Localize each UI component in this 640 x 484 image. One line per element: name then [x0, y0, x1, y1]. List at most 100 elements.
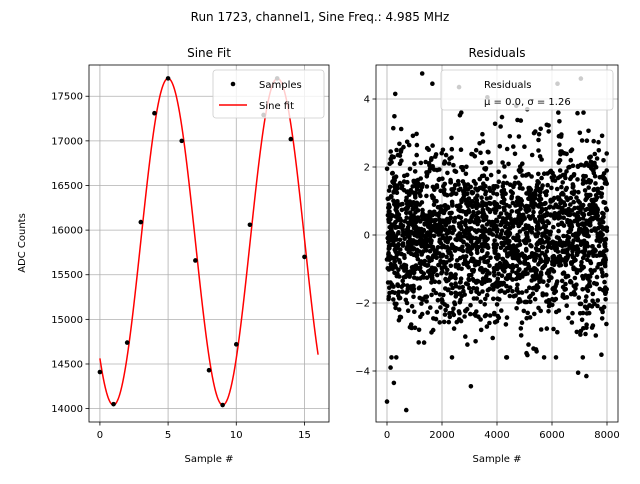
residual-point — [524, 191, 529, 196]
residual-point — [473, 236, 479, 241]
residual-point — [601, 158, 606, 163]
residual-point — [492, 121, 498, 127]
residual-point — [560, 240, 566, 246]
residual-point — [496, 169, 501, 175]
residual-point — [389, 355, 394, 360]
residual-point — [603, 297, 608, 302]
residual-point — [453, 281, 458, 286]
residual-point — [514, 306, 519, 311]
residual-point — [392, 114, 397, 119]
residual-point — [400, 289, 405, 294]
residual-point — [474, 229, 479, 235]
residual-point — [595, 186, 600, 192]
residual-point — [563, 274, 569, 280]
residual-point — [557, 210, 562, 215]
residual-point — [391, 284, 396, 289]
residual-point — [582, 229, 587, 234]
residual-point — [494, 302, 500, 307]
residual-point — [413, 228, 419, 234]
residual-point — [419, 269, 424, 275]
residual-point — [539, 244, 545, 250]
residual-point — [563, 187, 569, 193]
residual-point — [510, 200, 516, 206]
residual-point — [584, 240, 590, 246]
legend-samples-label: Samples — [259, 80, 302, 91]
residual-point — [404, 189, 410, 195]
residual-point — [531, 130, 537, 136]
residual-point — [510, 269, 515, 274]
residual-point — [434, 255, 439, 260]
residual-point — [412, 205, 418, 211]
residual-point — [453, 191, 459, 197]
residual-point — [556, 228, 561, 234]
residual-point — [462, 292, 468, 297]
legend-sine-fit-label: Sine fit — [259, 101, 294, 112]
residual-point — [515, 248, 520, 254]
residual-point — [407, 166, 413, 172]
residual-point — [407, 233, 412, 239]
residual-point — [571, 173, 577, 178]
residual-point — [411, 289, 416, 294]
residual-point — [586, 128, 591, 134]
residual-point — [517, 267, 522, 272]
residual-point — [431, 202, 437, 207]
residual-point — [594, 281, 599, 287]
residual-point — [587, 220, 593, 225]
residual-point — [497, 297, 502, 302]
residual-point — [480, 139, 486, 144]
sample-point — [193, 258, 198, 263]
residual-point — [447, 156, 452, 161]
residual-point — [529, 152, 535, 158]
residual-point — [397, 216, 403, 221]
residual-point — [451, 162, 456, 168]
residual-point — [396, 296, 402, 301]
residual-point — [439, 297, 445, 302]
residual-point — [592, 187, 597, 192]
residual-point — [389, 154, 395, 159]
residual-point — [544, 122, 550, 128]
residual-point — [562, 248, 567, 254]
residual-point — [423, 217, 429, 222]
residual-point — [396, 289, 402, 295]
residual-point — [423, 294, 428, 300]
residual-point — [547, 204, 553, 209]
residual-point — [519, 320, 525, 326]
residuals-ticks: 0 2000 4000 6000 8000 −4 −2 0 2 4 — [355, 95, 619, 442]
sine-fit-ytick-label: 16000 — [51, 226, 83, 237]
residual-point — [546, 309, 551, 314]
residual-point — [487, 209, 493, 215]
residual-point — [523, 299, 528, 305]
residual-point — [413, 263, 419, 268]
residual-point — [508, 216, 513, 221]
residual-point — [498, 245, 504, 250]
residual-point — [445, 170, 450, 176]
residual-point — [424, 184, 430, 189]
residual-point — [551, 224, 556, 230]
residual-point — [553, 355, 559, 360]
residual-point — [580, 287, 585, 292]
residual-point — [384, 166, 390, 172]
residual-point — [531, 209, 536, 215]
residual-point — [517, 229, 523, 234]
residual-point — [388, 149, 394, 154]
residual-point — [401, 262, 407, 268]
residual-point — [512, 181, 517, 187]
residual-point — [575, 164, 581, 169]
residual-point — [533, 255, 538, 261]
legend-residuals-label: Residuals — [484, 80, 531, 91]
residual-point — [410, 219, 416, 225]
residual-point — [540, 265, 546, 271]
residual-point — [509, 194, 515, 199]
residual-point — [471, 267, 477, 273]
residual-point — [536, 197, 542, 203]
residual-point — [491, 245, 497, 250]
residual-point — [598, 230, 603, 235]
residual-point — [536, 132, 542, 137]
residual-point — [407, 274, 412, 279]
residual-point — [396, 230, 401, 235]
residual-point — [484, 237, 489, 243]
residual-point — [534, 226, 540, 232]
residual-point — [442, 227, 448, 232]
residual-point — [442, 312, 448, 317]
residual-point — [463, 281, 469, 286]
